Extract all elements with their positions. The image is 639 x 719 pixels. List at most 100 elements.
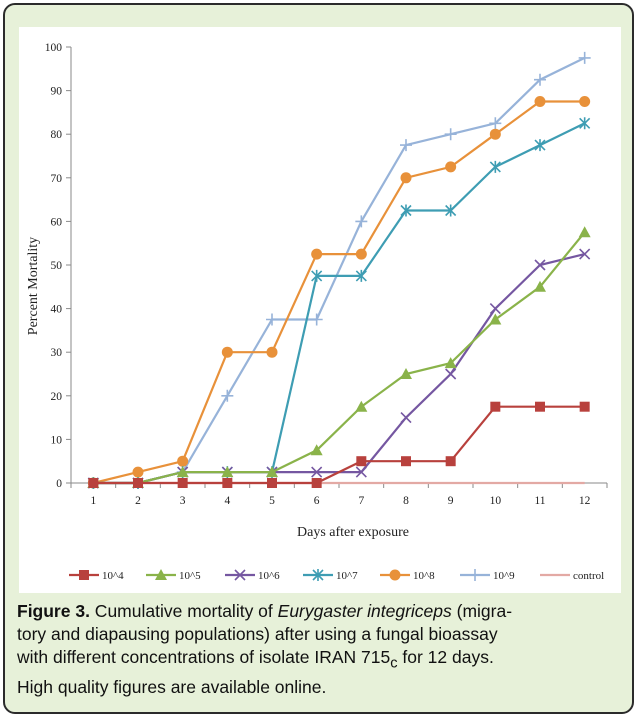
legend-label-3: 10^7 [336, 570, 358, 582]
y-tick-label-40: 40 [51, 304, 63, 316]
legend-marker-0 [79, 570, 89, 580]
point-1-9 [444, 357, 457, 369]
point-0-2 [133, 478, 143, 488]
x-tick-label-8: 8 [403, 495, 409, 507]
point-4-5 [266, 346, 278, 358]
caption-species: Eurygaster integriceps [277, 601, 452, 621]
y-tick-label-50: 50 [51, 260, 63, 272]
series-3 [87, 117, 591, 489]
x-tick-label-7: 7 [358, 495, 364, 507]
legend-marker-4 [389, 569, 401, 581]
point-3-11 [534, 139, 546, 152]
point-0-10 [490, 401, 501, 412]
y-tick-label-100: 100 [45, 42, 63, 54]
caption-text-1: Cumulative mortality of [89, 601, 278, 621]
point-2-11 [534, 259, 546, 271]
x-tick-label-11: 11 [534, 495, 545, 507]
point-4-10 [489, 128, 501, 140]
point-0-12 [579, 401, 590, 412]
series-layer [87, 51, 591, 489]
point-4-8 [400, 172, 412, 184]
point-4-9 [445, 161, 457, 173]
point-4-11 [534, 96, 546, 107]
legend-marker-3 [312, 569, 324, 581]
point-3-10 [489, 160, 501, 173]
point-1-12 [578, 226, 591, 238]
legend-marker-1 [155, 569, 167, 580]
point-2-7 [355, 466, 367, 478]
series-line-0 [93, 405, 585, 485]
point-4-4 [221, 346, 233, 358]
point-0-3 [177, 478, 188, 488]
legend-label-4: 10^8 [413, 570, 435, 582]
plot-panel: 0 10 20 30 40 50 60 70 80 90 100 1 2 3 4 5 6 7 8 9 10 11 12 Pe… [19, 27, 621, 593]
point-5-4 [221, 389, 234, 402]
y-tick-label-20: 20 [51, 391, 63, 403]
legend-label-5: 10^9 [493, 570, 515, 582]
figure-frame: 0 10 20 30 40 50 60 70 80 90 100 1 2 3 4 5 6 7 8 9 10 11 12 Pe… [3, 3, 634, 714]
series-line-1 [93, 231, 586, 485]
point-5-10 [489, 117, 502, 130]
x-tick-label-5: 5 [269, 495, 275, 507]
legend: 10^4 10^5 10^6 10^7 10^8 10^9 control [69, 569, 604, 582]
point-0-8 [401, 456, 411, 467]
point-5-7 [355, 215, 368, 228]
point-3-8 [400, 204, 412, 217]
point-1-7 [355, 400, 368, 412]
y-tick-label-0: 0 [56, 478, 62, 490]
point-2-6 [311, 466, 323, 478]
x-tick-label-3: 3 [180, 495, 186, 507]
point-5-11 [534, 73, 546, 86]
point-1-4 [221, 466, 234, 478]
x-axis-label: Days after exposure [297, 525, 409, 540]
legend-label-0: 10^4 [102, 570, 124, 582]
point-1-8 [400, 368, 412, 379]
point-0-5 [267, 478, 277, 488]
x-tick-label-12: 12 [579, 495, 591, 507]
series-1 [87, 226, 591, 488]
figure-label: Figure 3. [17, 601, 90, 621]
point-0-11 [535, 401, 545, 412]
x-tick-label-9: 9 [448, 495, 454, 507]
point-1-3 [176, 466, 189, 478]
y-tick-label-90: 90 [51, 86, 63, 98]
caption-line-4: High quality figures are available onlin… [17, 676, 327, 697]
point-2-10 [489, 303, 501, 315]
point-2-8 [400, 412, 412, 424]
caption-text-2: (migra- [451, 601, 513, 621]
point-1-6 [310, 444, 323, 456]
point-5-8 [400, 139, 412, 152]
point-0-7 [356, 456, 367, 467]
point-3-12 [579, 117, 591, 130]
x-tick-label-10: 10 [490, 495, 502, 507]
point-4-2 [132, 466, 144, 478]
point-0-9 [445, 456, 456, 467]
point-4-3 [177, 455, 189, 467]
point-0-6 [311, 478, 322, 488]
y-tick-label-80: 80 [51, 129, 63, 141]
y-axis-label: Percent Mortality [26, 237, 41, 335]
point-5-12 [578, 51, 591, 64]
legend-label-6: control [573, 570, 604, 582]
x-tick-label-2: 2 [135, 495, 141, 507]
series-5 [87, 51, 591, 489]
point-1-11 [534, 280, 546, 292]
point-4-6 [311, 248, 323, 260]
legend-label-1: 10^5 [179, 570, 201, 582]
series-0 [88, 401, 590, 488]
series-2 [87, 248, 591, 489]
point-1-10 [489, 313, 502, 325]
point-4-12 [579, 96, 591, 107]
caption-line-3a: with different concentrations of isolate… [17, 647, 391, 667]
x-tick-label-1: 1 [90, 495, 96, 507]
series-4 [87, 96, 591, 489]
caption-subscript: c [390, 655, 398, 672]
point-0-1 [88, 478, 99, 488]
series-line-2 [93, 253, 585, 485]
caption-line-3b: for 12 days. [397, 647, 494, 667]
point-4-7 [355, 248, 367, 260]
series-line-4 [93, 100, 585, 485]
legend-label-2: 10^6 [258, 570, 280, 582]
point-5-9 [444, 128, 457, 141]
